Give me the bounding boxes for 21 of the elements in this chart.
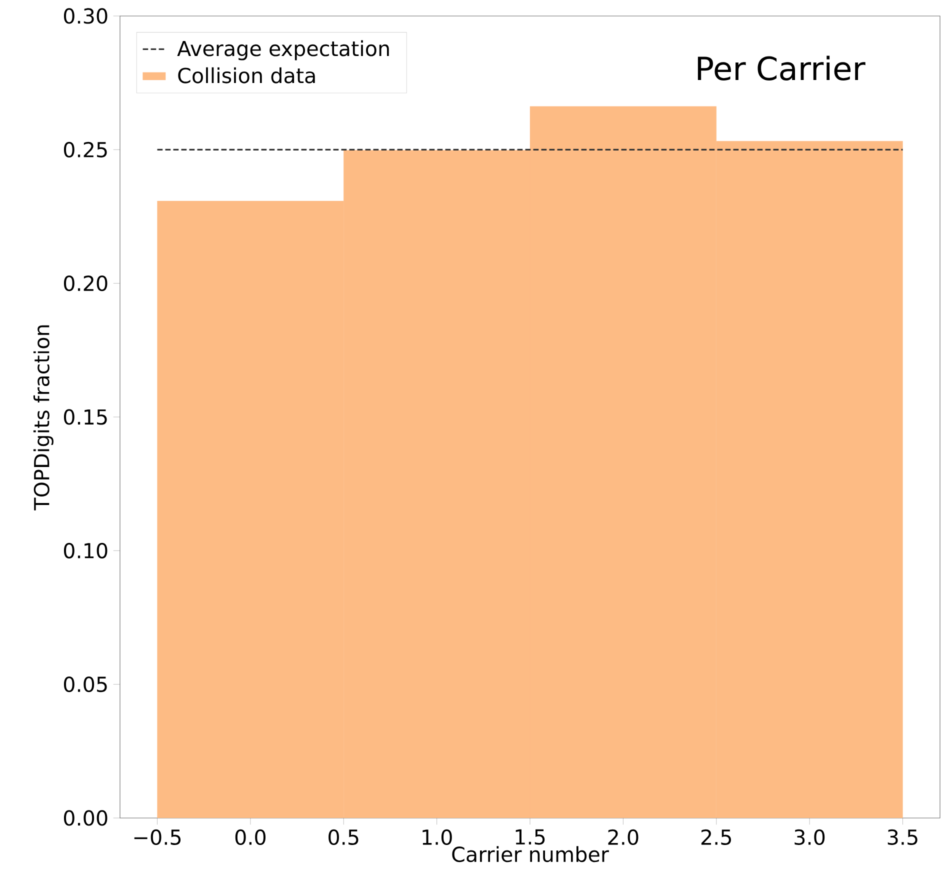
x-tick-label: 2.5 bbox=[701, 829, 731, 845]
x-tick-label: 0.5 bbox=[328, 829, 358, 845]
y-axis-title: TOPDigits fraction bbox=[33, 325, 54, 510]
x-tick-label: 1.0 bbox=[422, 829, 452, 845]
y-tick-label: 0.20 bbox=[64, 276, 108, 292]
legend-label: Average expectation bbox=[177, 40, 389, 60]
y-tick-label: 0.30 bbox=[64, 8, 108, 24]
x-tick-label: 2.0 bbox=[608, 829, 638, 845]
y-tick-label: 0.00 bbox=[64, 810, 108, 826]
x-tick-label: 3.0 bbox=[794, 829, 825, 845]
x-axis-title: Carrier number bbox=[452, 846, 609, 862]
x-tick-label: −0.5 bbox=[134, 829, 181, 845]
legend-label: Collision data bbox=[178, 67, 315, 84]
x-tick-label: 1.5 bbox=[516, 829, 545, 845]
y-tick-label: 0.15 bbox=[64, 409, 107, 425]
annotation: Per Carrier bbox=[698, 56, 866, 81]
x-tick-label: 3.5 bbox=[888, 829, 918, 845]
y-tick-label: 0.25 bbox=[64, 142, 107, 158]
x-tick-label: 0.0 bbox=[235, 829, 266, 845]
y-tick-label: 0.10 bbox=[64, 542, 108, 558]
y-tick-label: 0.05 bbox=[64, 676, 107, 692]
